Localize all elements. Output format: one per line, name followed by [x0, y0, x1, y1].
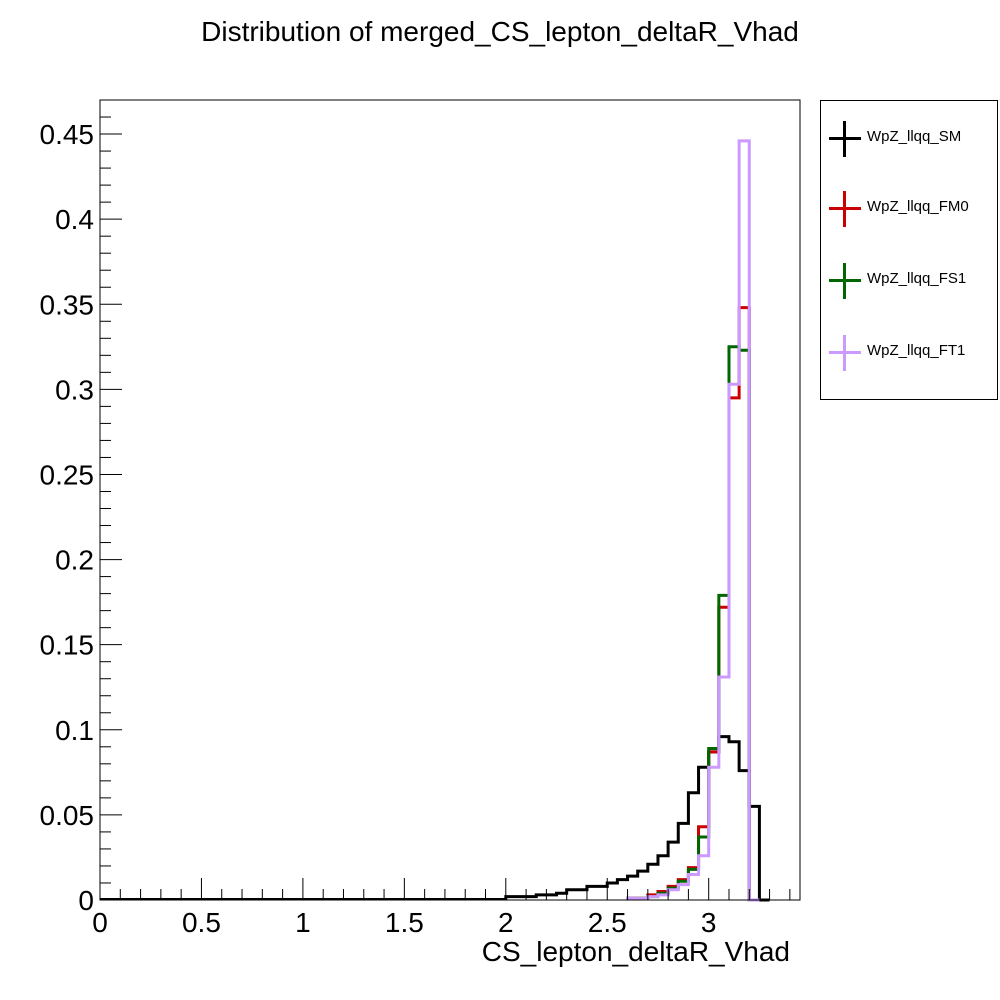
legend-item-fs1: WpZ_llqq_FS1 — [821, 251, 999, 311]
plot-frame — [99, 99, 801, 901]
legend-label: WpZ_llqq_FM0 — [867, 198, 969, 215]
y-tick-label: 0.3 — [55, 374, 94, 405]
legend: WpZ_llqq_SM WpZ_llqq_FM0 WpZ_llqq_FS1 Wp… — [820, 100, 998, 400]
legend-item-sm: WpZ_llqq_SM — [821, 109, 999, 169]
y-axis: 0 0.05 0.1 0.15 0.2 0.25 0.3 0.35 0.4 0.45 — [40, 99, 122, 916]
y-tick-label: 0.05 — [40, 800, 95, 831]
chart-title: Distribution of merged_CS_lepton_deltaR_… — [201, 16, 799, 47]
legend-item-ft1: WpZ_llqq_FT1 — [821, 323, 999, 383]
series-layer — [100, 139, 770, 902]
series-line-3 — [626, 139, 760, 902]
legend-marker-ft1-icon — [827, 335, 863, 371]
x-axis: 0 0.5 1 1.5 2 2.5 3 — [92, 878, 791, 938]
series-line-0 — [504, 735, 770, 902]
y-tick-label: 0.1 — [55, 715, 94, 746]
x-tick-label: 3 — [701, 907, 717, 938]
x-tick-label: 1 — [295, 907, 311, 938]
y-tick-label: 0.25 — [40, 459, 95, 490]
x-tick-label: 0 — [92, 907, 108, 938]
y-tick-label: 0.45 — [40, 119, 95, 150]
legend-label: WpZ_llqq_SM — [867, 128, 962, 145]
x-tick-label: 2.5 — [588, 907, 627, 938]
legend-label: WpZ_llqq_FS1 — [867, 270, 967, 287]
y-tick-label: 0.2 — [55, 545, 94, 576]
legend-label: WpZ_llqq_FT1 — [867, 342, 966, 359]
legend-marker-fs1-icon — [827, 263, 863, 299]
y-tick-label: 0.15 — [40, 630, 95, 661]
x-tick-label: 1.5 — [385, 907, 424, 938]
x-tick-label: 0.5 — [182, 907, 221, 938]
y-tick-label: 0 — [78, 885, 94, 916]
legend-marker-fm0-icon — [827, 191, 863, 227]
x-tick-label: 2 — [498, 907, 514, 938]
y-tick-label: 0.35 — [40, 289, 95, 320]
legend-item-fm0: WpZ_llqq_FM0 — [821, 179, 999, 239]
y-tick-label: 0.4 — [55, 204, 94, 235]
series-line-1 — [626, 306, 760, 902]
legend-marker-sm-icon — [827, 121, 863, 157]
x-axis-label: CS_lepton_deltaR_Vhad — [481, 936, 790, 967]
series-line-2 — [626, 345, 760, 902]
